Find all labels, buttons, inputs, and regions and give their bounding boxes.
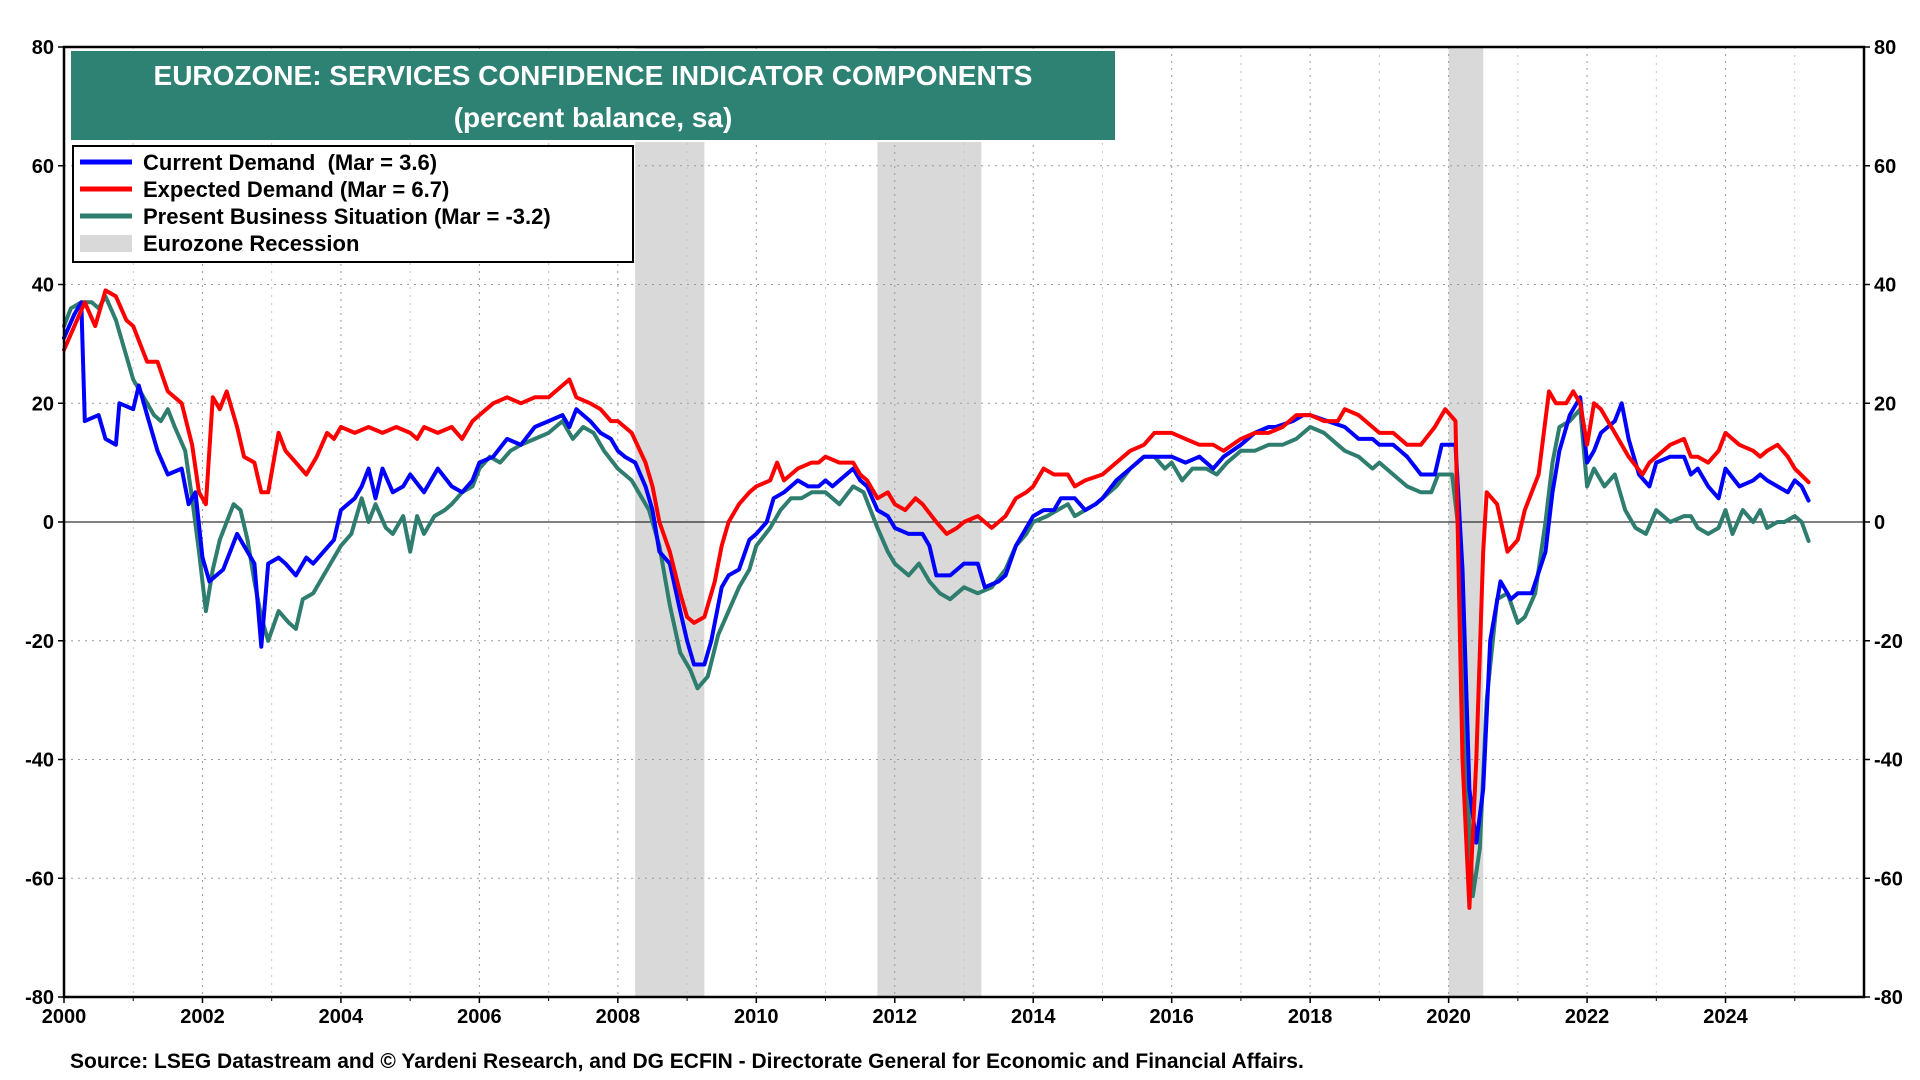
legend-recession: Eurozone Recession — [143, 231, 359, 256]
y-tick-label-right-6: -40 — [1874, 750, 1903, 772]
y-tick-label-right-7: -60 — [1874, 868, 1903, 890]
x-tick-label-5: 2010 — [734, 1006, 779, 1028]
legend: Current Demand (Mar = 3.6) Expected Dema… — [72, 145, 634, 263]
y-tick-label-right-1: 60 — [1874, 156, 1896, 178]
x-tick-label-11: 2022 — [1565, 1006, 1610, 1028]
series-line-present-business-situation — [62, 294, 1811, 899]
y-tick-label-right-5: -20 — [1874, 631, 1903, 653]
legend-expected-demand: Expected Demand (Mar = 6.7) — [143, 177, 449, 202]
y-tick-label-right-2: 40 — [1874, 275, 1896, 297]
series-group — [62, 288, 1811, 910]
chart-title: EUROZONE: SERVICES CONFIDENCE INDICATOR … — [154, 60, 1033, 91]
source-note: Source: LSEG Datastream and © Yardeni Re… — [70, 1050, 1304, 1073]
legend-swatch-recession — [80, 235, 132, 252]
y-tick-label-left-7: -60 — [25, 868, 54, 890]
y-tick-label-left-6: -40 — [25, 750, 54, 772]
x-tick-label-10: 2020 — [1426, 1006, 1471, 1028]
x-tick-label-4: 2008 — [596, 1006, 641, 1028]
y-tick-label-left-8: -80 — [25, 987, 54, 1009]
chart-subtitle: (percent balance, sa) — [454, 102, 733, 133]
series-line-current-demand — [62, 300, 1811, 845]
x-tick-label-1: 2002 — [180, 1006, 225, 1028]
x-tick-label-6: 2012 — [873, 1006, 918, 1028]
y-tick-label-right-0: 80 — [1874, 37, 1896, 59]
y-tick-label-right-8: -80 — [1874, 987, 1903, 1009]
x-axis-ticks: 2000 2002 2004 2006 2008 2010 2012 2014 2016 2018… — [42, 997, 1796, 1028]
legend-current-demand: Current Demand (Mar = 3.6) — [143, 150, 437, 175]
series-line-expected-demand — [62, 288, 1811, 910]
x-tick-label-0: 2000 — [42, 1006, 87, 1028]
y-axis-ticks: 80 80 60 60 40 40 20 20 0 0 -20 -20 -40 -40 -60 -60 -80 -… — [25, 37, 1903, 1009]
x-tick-label-9: 2018 — [1288, 1006, 1333, 1028]
x-tick-label-3: 2006 — [457, 1006, 502, 1028]
x-tick-label-2: 2004 — [319, 1006, 364, 1028]
y-tick-label-right-4: 0 — [1874, 512, 1885, 534]
y-tick-label-left-5: -20 — [25, 631, 54, 653]
y-tick-label-right-3: 20 — [1874, 393, 1896, 415]
y-tick-label-left-0: 80 — [32, 37, 54, 59]
y-tick-label-left-1: 60 — [32, 156, 54, 178]
legend-present-business: Present Business Situation (Mar = -3.2) — [143, 204, 551, 229]
y-tick-label-left-4: 0 — [43, 512, 54, 534]
y-tick-label-left-3: 20 — [32, 393, 54, 415]
x-tick-label-12: 2024 — [1703, 1006, 1748, 1028]
x-tick-label-8: 2016 — [1149, 1006, 1194, 1028]
title-box: EUROZONE: SERVICES CONFIDENCE INDICATOR … — [69, 49, 1117, 142]
y-tick-label-left-2: 40 — [32, 275, 54, 297]
x-tick-label-7: 2014 — [1011, 1006, 1056, 1028]
